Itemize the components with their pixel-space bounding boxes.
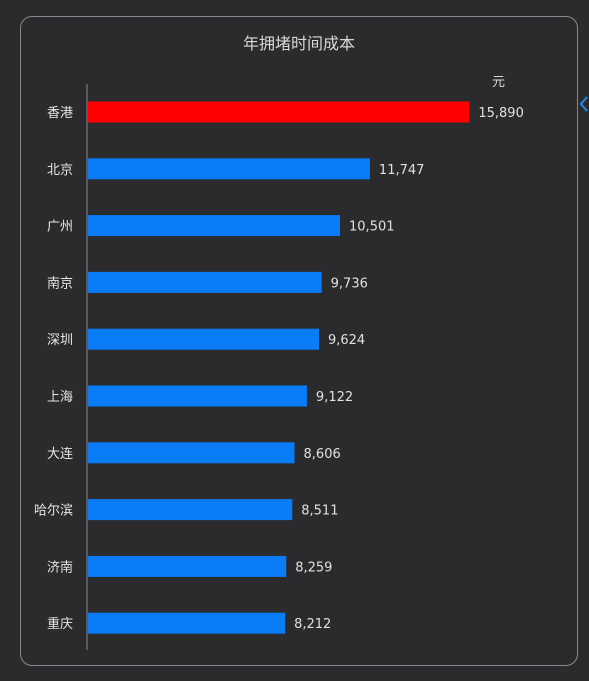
value-label: 10,501 (349, 220, 395, 235)
category-label: 哈尔滨 (34, 503, 73, 519)
chart-title: 年拥堵时间成本 (242, 34, 355, 53)
value-label: 9,736 (331, 276, 368, 291)
category-label: 广州 (47, 220, 73, 235)
value-label: 11,747 (379, 163, 425, 178)
bar[interactable] (88, 442, 295, 464)
bar[interactable] (88, 328, 319, 350)
value-label: 8,212 (294, 617, 331, 632)
category-label: 深圳 (47, 333, 73, 348)
value-label: 8,606 (304, 447, 341, 462)
bar[interactable] (88, 385, 307, 407)
category-label: 上海 (47, 390, 73, 405)
category-label: 南京 (47, 275, 73, 291)
bar[interactable] (88, 158, 370, 180)
unit-label: 元 (492, 75, 506, 90)
value-label: 15,890 (478, 106, 524, 121)
bar[interactable] (88, 499, 293, 521)
chevron-left-icon[interactable] (578, 94, 589, 114)
value-label: 8,511 (301, 504, 338, 519)
value-label: 9,624 (328, 333, 365, 348)
bar[interactable] (88, 101, 470, 123)
bar[interactable] (88, 215, 341, 237)
category-label: 重庆 (47, 616, 73, 632)
chart-card (20, 16, 578, 666)
category-label: 济南 (47, 559, 73, 575)
category-label: 北京 (47, 163, 73, 178)
bar[interactable] (88, 555, 287, 577)
value-label: 9,122 (316, 390, 353, 405)
bar[interactable] (88, 271, 322, 293)
category-label: 香港 (47, 106, 73, 121)
bar[interactable] (88, 612, 286, 634)
category-label: 大连 (47, 446, 73, 462)
value-label: 8,259 (295, 560, 332, 575)
